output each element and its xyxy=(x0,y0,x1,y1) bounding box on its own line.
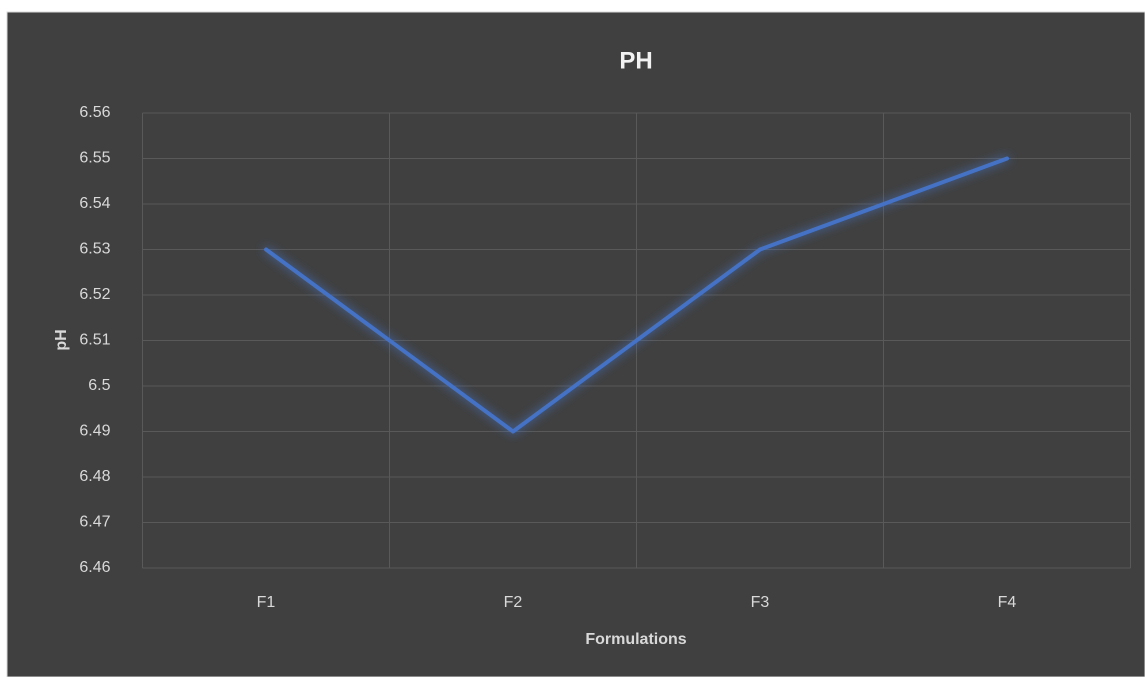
x-tick-label: F4 xyxy=(998,594,1017,611)
x-tick-label: F1 xyxy=(257,594,276,611)
y-tick-label: 6.49 xyxy=(79,423,110,440)
y-tick-label: 6.48 xyxy=(79,468,110,485)
chart-title: PH xyxy=(619,47,652,74)
data-line xyxy=(264,156,1009,434)
y-tick-label: 6.55 xyxy=(79,150,110,167)
y-tick-label: 6.53 xyxy=(79,241,110,258)
x-tick-label: F3 xyxy=(751,594,770,611)
y-tick-label: 6.46 xyxy=(79,559,110,576)
y-tick-label: 6.52 xyxy=(79,286,110,303)
x-tick-label: F2 xyxy=(504,594,523,611)
y-tick-label: 6.51 xyxy=(79,332,110,349)
y-tick-label: 6.54 xyxy=(79,195,110,212)
x-axis-title: Formulations xyxy=(585,631,686,648)
y-axis-title: pH xyxy=(53,329,70,350)
y-tick-label: 6.56 xyxy=(79,104,110,121)
chart-background xyxy=(6,11,1145,677)
y-tick-label: 6.5 xyxy=(88,377,110,394)
y-tick-label: 6.47 xyxy=(79,514,110,531)
